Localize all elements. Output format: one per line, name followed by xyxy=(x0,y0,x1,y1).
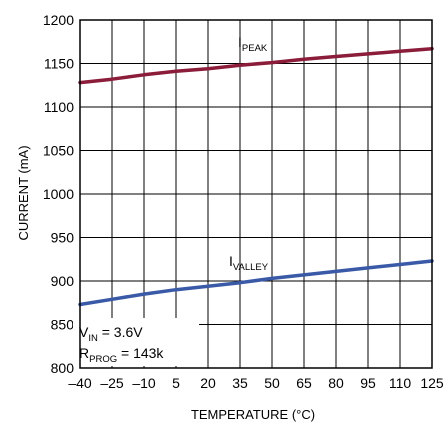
x-tick-label: 125 xyxy=(420,375,444,391)
x-tick-label: –10 xyxy=(132,375,156,391)
x-tick-label: 35 xyxy=(232,375,248,391)
y-tick-label: 1000 xyxy=(43,186,74,202)
y-tick-label: 1150 xyxy=(44,56,74,72)
x-tick-label: –40 xyxy=(68,375,92,391)
y-tick-label: 900 xyxy=(51,273,75,289)
y-axis-label: CURRENT (mA) xyxy=(16,145,31,240)
x-tick-label: 20 xyxy=(200,375,216,391)
x-tick-label: 50 xyxy=(264,375,280,391)
y-tick-label: 950 xyxy=(51,230,75,246)
x-axis-label: TEMPERATURE (°C) xyxy=(191,407,315,422)
y-tick-label: 800 xyxy=(51,360,75,376)
y-tick-label: 1050 xyxy=(43,143,74,159)
grid xyxy=(80,20,432,368)
x-tick-label: 5 xyxy=(172,375,180,391)
x-tick-label: 80 xyxy=(328,375,344,391)
x-tick-label: 95 xyxy=(360,375,376,391)
x-tick-label: 110 xyxy=(389,375,412,391)
x-tick-label: –25 xyxy=(100,375,124,391)
series-label-ivalley: IVALLEY xyxy=(229,253,269,273)
y-tick-label: 1100 xyxy=(44,99,74,115)
y-tick-label: 850 xyxy=(51,317,75,333)
x-tick-label: 65 xyxy=(296,375,312,391)
y-tick-label: 1200 xyxy=(43,12,74,28)
series-label-ipeak: IPEAK xyxy=(238,34,268,54)
